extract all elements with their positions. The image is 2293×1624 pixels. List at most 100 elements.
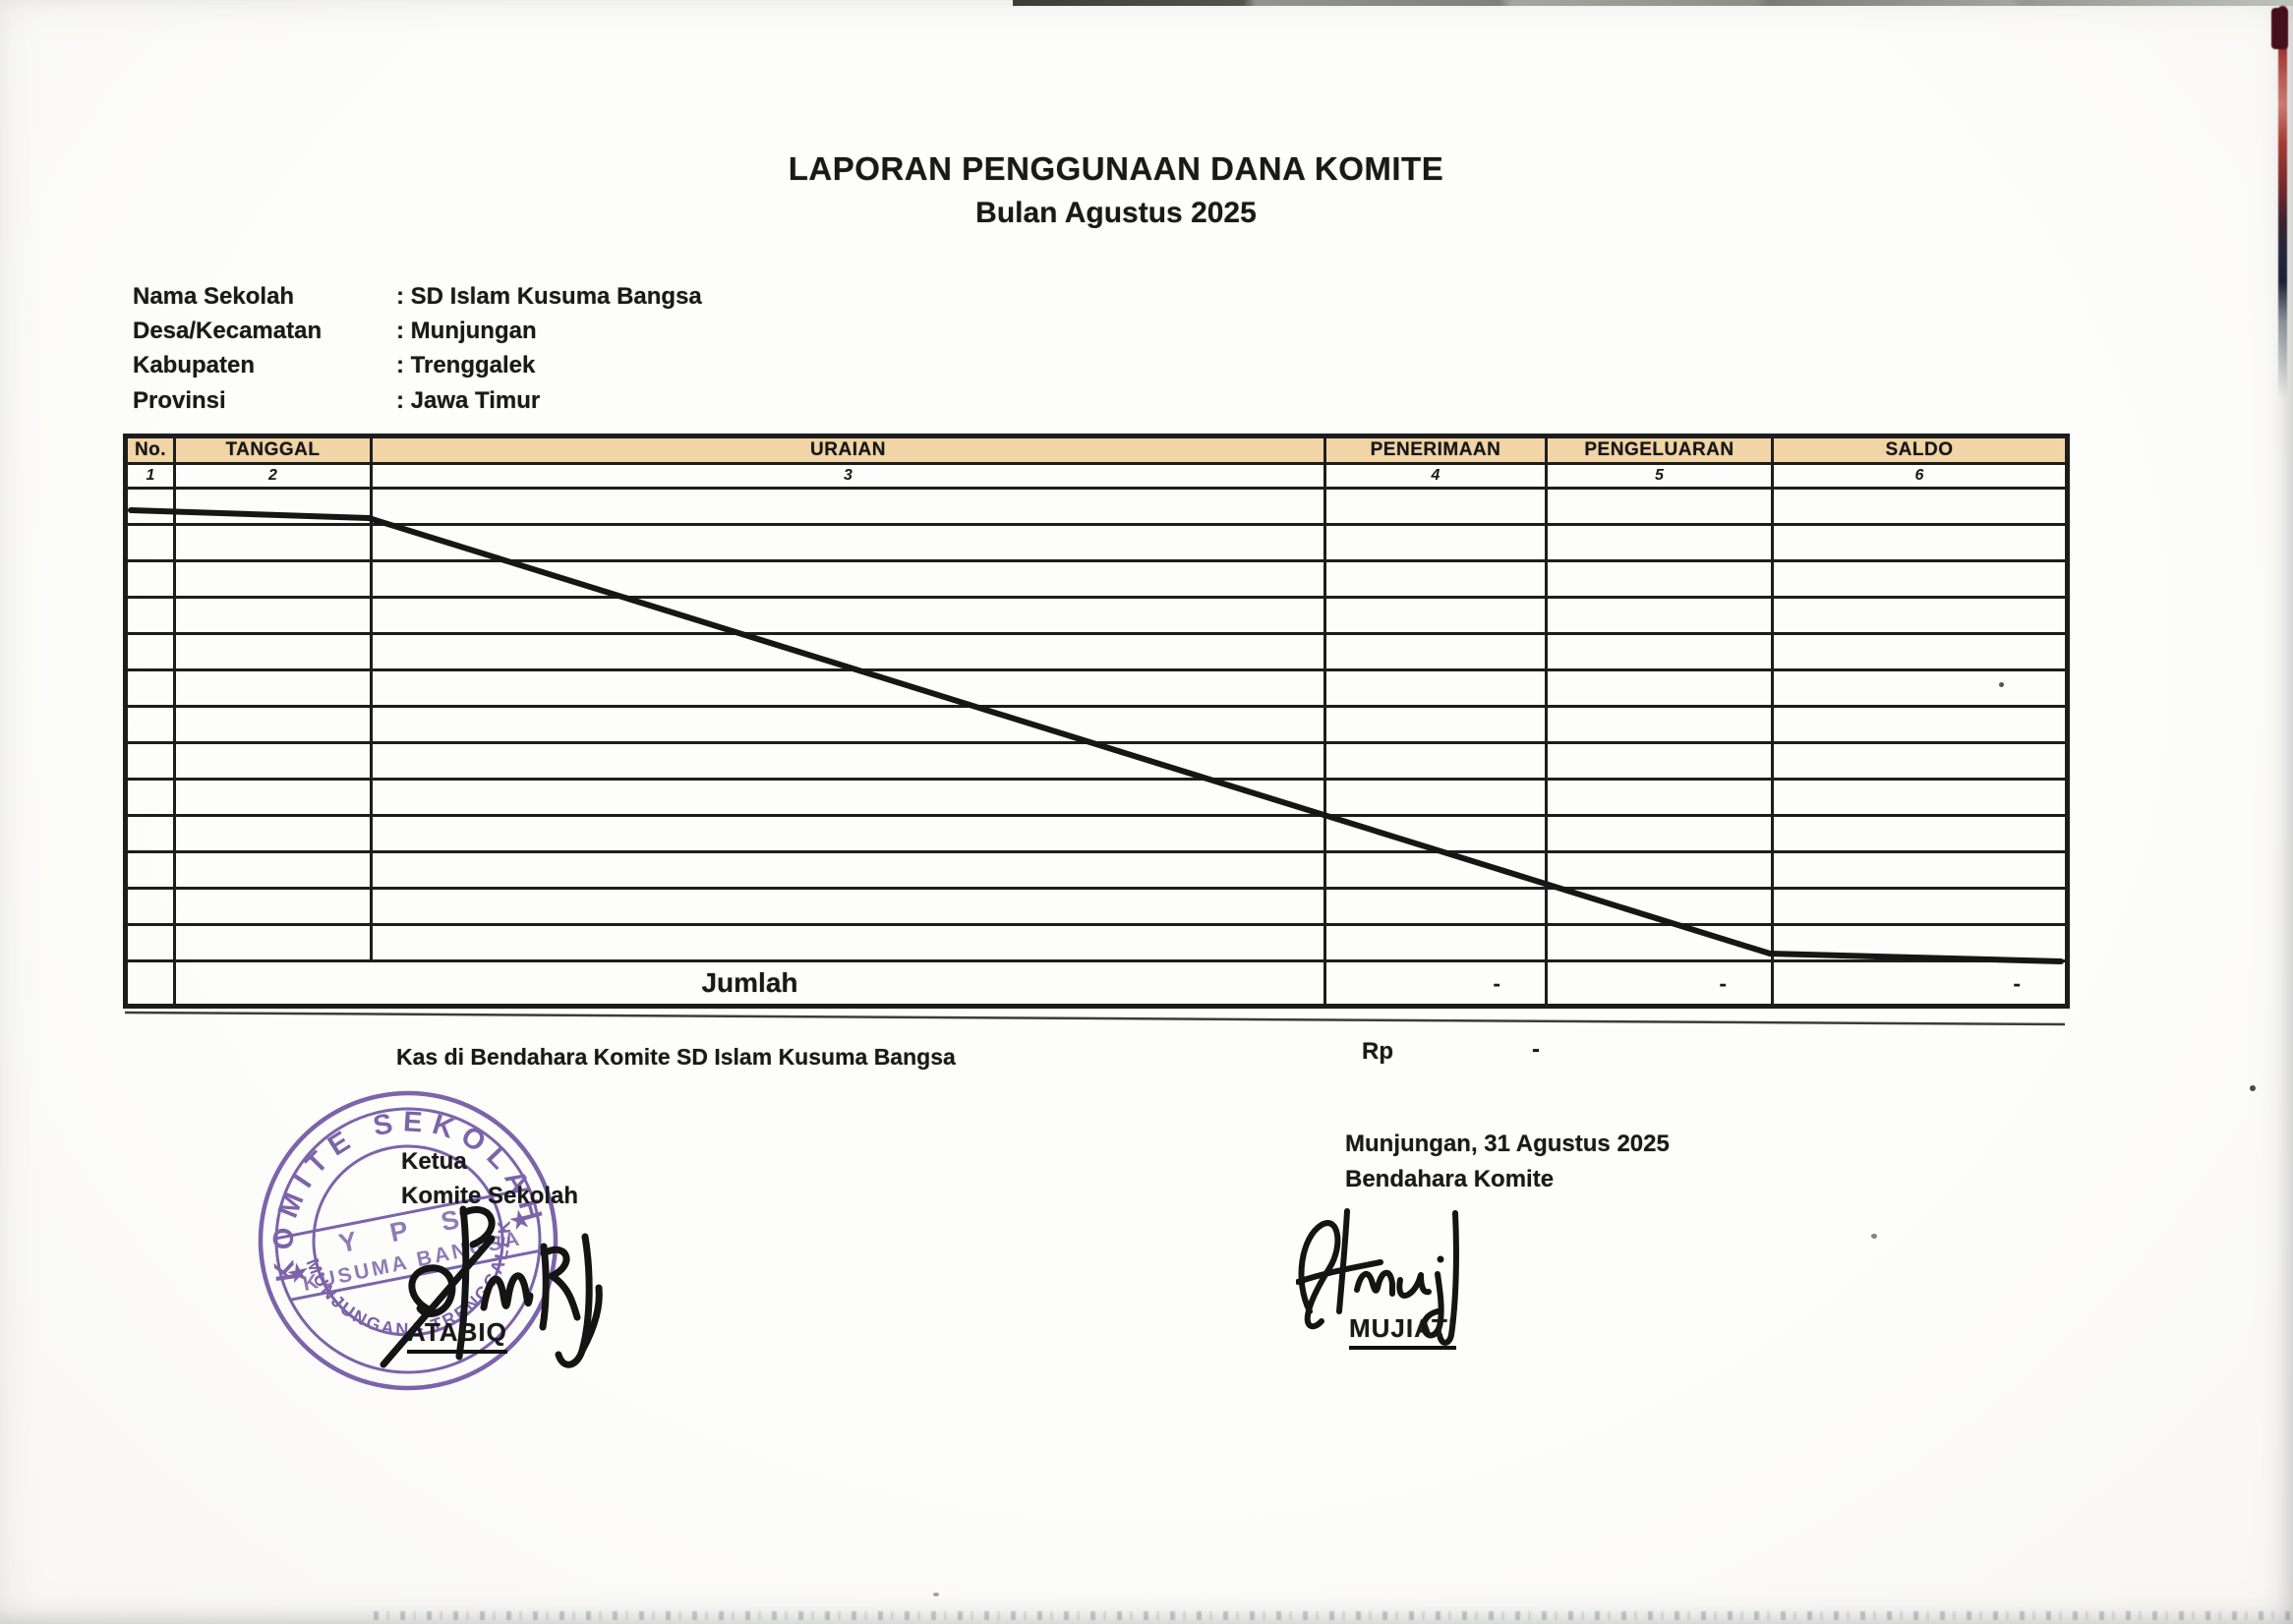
- col-number: 1: [124, 462, 176, 490]
- table-empty-row: [124, 850, 2069, 890]
- table-empty-row: [124, 487, 2069, 526]
- table-empty-cell: [1771, 705, 2069, 744]
- table-empty-cell: [124, 487, 176, 526]
- table-empty-cell: [1323, 523, 1548, 562]
- info-label: Kabupaten: [133, 352, 256, 378]
- table-empty-row: [124, 887, 2069, 926]
- signature-stroke: [380, 1235, 496, 1368]
- total-saldo-value: -: [1771, 959, 2069, 1008]
- table-empty-cell: [1545, 850, 1774, 890]
- signature-stroke: [578, 1284, 603, 1355]
- table-empty-cell: [1771, 596, 2069, 635]
- fund-usage-table: No. TANGGAL URAIAN PENERIMAAN PENGELUARA…: [123, 434, 2070, 1009]
- scan-artifact-bottom-edge: [374, 1611, 2291, 1620]
- signature-stroke: [480, 1272, 534, 1311]
- table-empty-cell: [173, 487, 373, 526]
- table-empty-cell: [1323, 596, 1548, 635]
- report-subtitle: Bulan Agustus 2025: [975, 197, 1257, 229]
- table-empty-cell: [1323, 850, 1548, 890]
- table-empty-cell: [1771, 850, 2069, 890]
- info-row-kabupaten: Kabupaten : Trenggalek: [133, 352, 1116, 385]
- col-number: 3: [370, 462, 1326, 490]
- table-empty-cell: [1323, 923, 1548, 962]
- table-empty-cell: [173, 741, 373, 781]
- stamp-inner-ring: [274, 1107, 542, 1374]
- table-empty-cell: [124, 668, 176, 708]
- table-empty-row: [124, 778, 2069, 817]
- col-number: 6: [1771, 462, 2069, 490]
- table-empty-cell: [124, 596, 176, 635]
- table-empty-cell: [1323, 778, 1548, 817]
- table-empty-cell: [1771, 668, 2069, 708]
- table-empty-cell: [1545, 887, 1774, 926]
- signature-stroke: [1336, 1208, 1350, 1314]
- table-empty-cell: [1545, 523, 1774, 562]
- table-empty-cell: [1771, 778, 2069, 817]
- table-empty-cell: [1545, 668, 1774, 708]
- signature-stroke: [1437, 1210, 1459, 1346]
- table-empty-cell: [370, 923, 1326, 962]
- table-empty-cell: [124, 778, 176, 817]
- handwritten-signature-atabiq: [380, 1205, 603, 1368]
- scan-speck: [933, 1593, 939, 1596]
- table-empty-cell: [1545, 559, 1774, 599]
- table-empty-cell: [1771, 559, 2069, 599]
- table-empty-row: [124, 923, 2069, 962]
- signature-stroke: [1420, 1271, 1444, 1339]
- table-empty-cell: [124, 923, 176, 962]
- signature-stroke: [408, 1264, 456, 1317]
- signature-stroke: [540, 1246, 581, 1321]
- left-signer-role-line1: Ketua: [401, 1148, 467, 1175]
- stamp-outer-ring: [258, 1090, 559, 1391]
- total-no-cell: [124, 959, 176, 1008]
- total-pengeluaran-value: -: [1545, 959, 1774, 1008]
- scan-doubled-bottom-line: [124, 1011, 2066, 1026]
- left-signer-role-line2: Komite Sekolah: [401, 1183, 579, 1209]
- stamp-band-top-line: [276, 1188, 529, 1241]
- table-empty-cell: [1771, 487, 2069, 526]
- signature-stroke: [1396, 1272, 1432, 1299]
- table-empty-cell: [124, 632, 176, 671]
- table-empty-cell: [124, 523, 176, 562]
- table-empty-cell: [1545, 778, 1774, 817]
- right-signer-name: MUJIATI: [1349, 1313, 1457, 1350]
- signature-dot: [1437, 1255, 1444, 1263]
- total-penerimaan-value: -: [1323, 959, 1548, 1008]
- table-header-row: No. TANGGAL URAIAN PENERIMAAN PENGELUARA…: [124, 435, 2069, 465]
- table-empty-row: [124, 814, 2069, 853]
- table-empty-cell: [1323, 705, 1548, 744]
- signature-stroke: [459, 1206, 496, 1248]
- table-empty-cell: [1323, 487, 1548, 526]
- table-empty-cell: [124, 850, 176, 890]
- table-empty-cell: [1323, 668, 1548, 708]
- scan-artifact-right-edge-streak: [2278, 6, 2287, 399]
- table-empty-cell: [173, 632, 373, 671]
- table-empty-cell: [370, 668, 1326, 708]
- table-empty-cell: [370, 741, 1326, 781]
- scan-artifact-right-edge-blob: [2271, 8, 2288, 49]
- table-empty-cell: [370, 559, 1326, 599]
- info-row-provinsi: Provinsi : Jawa Timur: [133, 387, 1116, 421]
- table-empty-row: [124, 559, 2069, 599]
- table-empty-cell: [173, 596, 373, 635]
- table-empty-cell: [1323, 887, 1548, 926]
- table-empty-cell: [173, 850, 373, 890]
- table-column-number-row: 1 2 3 4 5 6: [124, 462, 2069, 490]
- table-empty-row: [124, 596, 2069, 635]
- committee-rubber-stamp: KOMITE SEKOLAH MUNJUNGAN - TRENGGALEK Y …: [246, 1080, 559, 1391]
- table-empty-cell: [124, 705, 176, 744]
- table-empty-cell: [370, 814, 1326, 853]
- col-number: 5: [1545, 462, 1774, 490]
- col-header-uraian: URAIAN: [370, 435, 1326, 465]
- report-title: LAPORAN PENGGUNAAN DANA KOMITE: [788, 150, 1444, 187]
- table-empty-cell: [1771, 632, 2069, 671]
- table-empty-cell: [370, 632, 1326, 671]
- signature-stroke: [539, 1243, 550, 1331]
- signature-stroke: [455, 1205, 470, 1361]
- signature-stroke: [1296, 1259, 1383, 1285]
- signature-stroke: [1298, 1220, 1341, 1330]
- table-total-row: Jumlah - - -: [124, 959, 2069, 1008]
- table-empty-row: [124, 741, 2069, 781]
- handwritten-signature-mujiati: [1296, 1208, 1459, 1346]
